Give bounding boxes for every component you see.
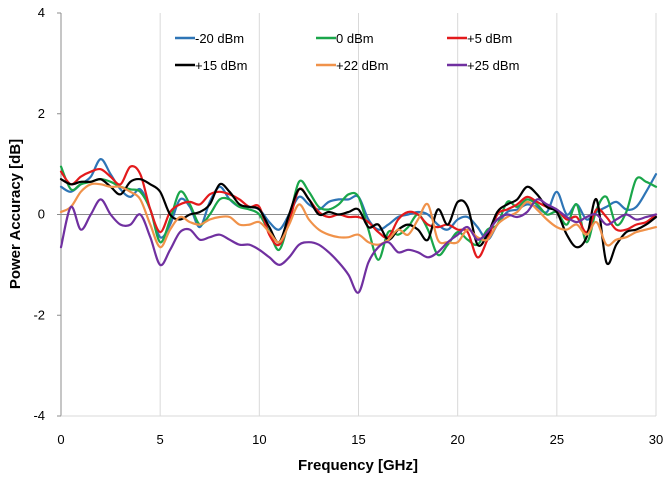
legend-label-0dbm: 0 dBm — [336, 31, 374, 46]
y-tick-label: 4 — [38, 5, 45, 20]
x-tick-label: 5 — [157, 432, 164, 447]
y-tick-label: -4 — [33, 408, 45, 423]
x-tick-label: 20 — [450, 432, 464, 447]
legend-label-22dbm: +22 dBm — [336, 58, 388, 73]
series-line-15dbm — [59, 177, 658, 266]
x-tick-label: 10 — [252, 432, 266, 447]
x-tick-label: 0 — [57, 432, 64, 447]
series-line-25dbm — [59, 198, 658, 294]
x-tick-label: 25 — [550, 432, 564, 447]
x-tick-label: 15 — [351, 432, 365, 447]
legend-label-25dbm: +25 dBm — [467, 58, 519, 73]
y-tick-label: 0 — [38, 207, 45, 222]
legend-label-5dbm: +5 dBm — [467, 31, 512, 46]
y-axis-title: Power Accuracy [dB] — [7, 139, 24, 289]
axes — [57, 12, 657, 417]
series-line-22dbm — [59, 182, 658, 249]
x-axis-title: Frequency [GHz] — [298, 457, 418, 474]
y-tick-label: 2 — [38, 106, 45, 121]
tick-labels: -4 -2 0 2 4 0 5 10 15 20 25 30 — [33, 5, 663, 447]
legend-label-20dbm: -20 dBm — [195, 31, 244, 46]
plot-area — [59, 158, 658, 294]
legend-label-15dbm: +15 dBm — [195, 58, 247, 73]
legend: -20 dBm 0 dBm +5 dBm +15 dBm +22 dBm +25 dBm — [175, 31, 519, 73]
x-tick-label: 30 — [649, 432, 663, 447]
y-tick-label: -2 — [33, 307, 45, 322]
